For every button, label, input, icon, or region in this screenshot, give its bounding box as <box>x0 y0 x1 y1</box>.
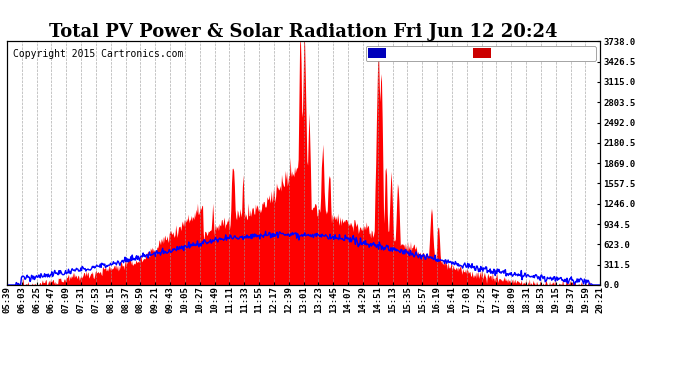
Title: Total PV Power & Solar Radiation Fri Jun 12 20:24: Total PV Power & Solar Radiation Fri Jun… <box>50 23 558 41</box>
Text: Copyright 2015 Cartronics.com: Copyright 2015 Cartronics.com <box>13 49 184 58</box>
Legend: Radiation (w/m2), PV Panels (DC Watts): Radiation (w/m2), PV Panels (DC Watts) <box>366 46 595 61</box>
